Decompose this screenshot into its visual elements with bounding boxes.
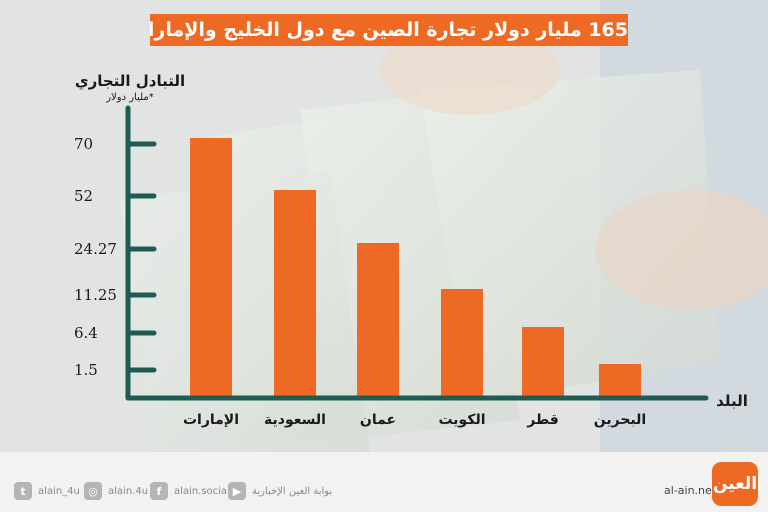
x-axis-label: البلد <box>716 392 748 410</box>
bar-2 <box>274 190 316 398</box>
footer-bar <box>0 452 768 512</box>
y-tick-label-1: 70 <box>74 135 93 153</box>
x-tick-label-4: الكويت <box>438 412 485 428</box>
youtube-link[interactable]: ▶ بوابة العين الإخبارية <box>228 482 332 500</box>
y-axis-unit: *مليار دولار <box>106 92 154 103</box>
y-axis-label: التبادل التجاري <box>74 72 186 90</box>
facebook-link[interactable]: f alain.social <box>150 482 230 500</box>
instagram-icon: ◎ <box>84 482 102 500</box>
chart-title: 165 مليار دولار تجارة الصين مع دول الخلي… <box>150 14 628 46</box>
site-url[interactable]: al-ain.net <box>664 484 717 497</box>
y-tick-label-6: 1.5 <box>74 361 98 379</box>
x-tick-label-3: عمان <box>360 412 396 428</box>
youtube-handle: بوابة العين الإخبارية <box>252 485 333 497</box>
twitter-link[interactable]: t alain_4u <box>14 482 80 500</box>
x-tick-label-6: البحرين <box>594 412 646 428</box>
x-tick-label-2: السعودية <box>264 412 326 428</box>
y-tick-label-4: 11.25 <box>74 286 117 304</box>
y-tick-label-3: 24.27 <box>74 240 117 258</box>
bar-6 <box>599 364 641 398</box>
y-tick-label-5: 6.4 <box>74 324 98 342</box>
bar-4 <box>441 289 483 398</box>
instagram-handle: alain.4u <box>108 485 149 497</box>
bar-chart: 70 52 24.27 11.25 6.4 1.5 الإمارات السعودية عمان… <box>74 105 709 428</box>
x-tick-label-1: الإمارات <box>183 412 239 428</box>
brand-logo: العين <box>712 462 758 506</box>
x-tick-label-5: قطر <box>526 412 559 428</box>
twitter-handle: alain_4u <box>38 485 80 497</box>
bar-5 <box>522 327 564 398</box>
facebook-icon: f <box>150 482 168 500</box>
facebook-handle: alain.social <box>174 485 230 497</box>
instagram-link[interactable]: ◎ alain.4u <box>84 482 148 500</box>
y-tick-label-2: 52 <box>74 187 93 205</box>
youtube-icon: ▶ <box>228 482 246 500</box>
bar-3 <box>357 243 399 398</box>
twitter-icon: t <box>14 482 32 500</box>
bar-1 <box>190 138 232 398</box>
